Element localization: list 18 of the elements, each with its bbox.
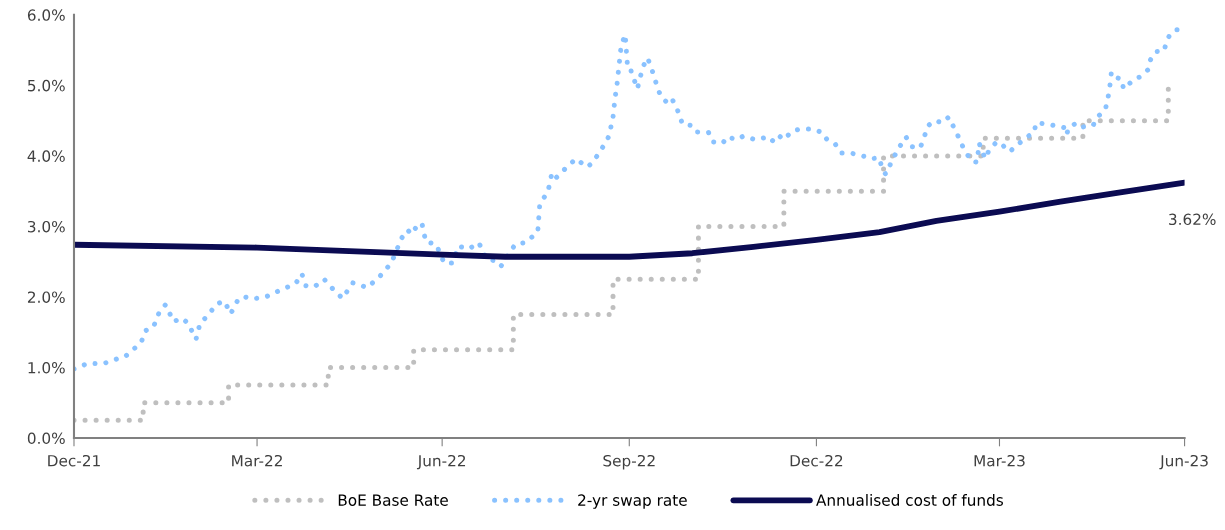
x-tick-label: Mar-23 [974,454,1025,467]
x-tick-label: Sep-22 [603,454,655,470]
x-tick-label: Jun-22 [416,454,466,470]
annotation: 3.62% [1169,213,1216,226]
y-tick-label: 0.0% [27,432,65,445]
legend-label: 2-yr swap rate [578,494,687,509]
x-tick-label: Dec-21 [48,454,100,467]
y-tick-label: 5.0% [28,79,65,92]
legend-label: BoE Base Rate [338,494,448,506]
legend-label: Annualised cost of funds [816,494,1004,506]
x-tick-label: Jun-23 [1159,454,1208,470]
y-tick-label: 6.0% [27,9,65,21]
y-tick-label: 4.0% [27,150,65,162]
x-tick-label: Dec-22 [790,454,843,467]
y-tick-label: 3.0% [28,220,65,233]
y-tick-label: 2.0% [27,291,65,303]
y-tick-label: 1.0% [28,361,65,374]
x-tick-label: Mar-22 [232,454,282,467]
